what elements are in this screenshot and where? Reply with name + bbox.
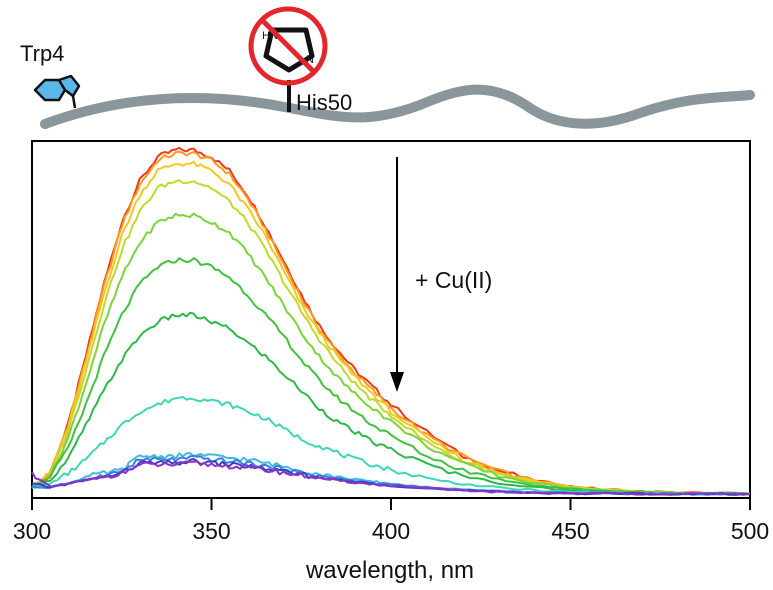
spectrum-series-4 <box>31 179 751 495</box>
x-tick-label: 350 <box>192 518 230 544</box>
spectrum-series-1 <box>31 146 751 495</box>
prohibited-icon <box>248 6 328 86</box>
trp4-label: Trp4 <box>20 41 64 66</box>
x-tick-label: 300 <box>13 518 51 544</box>
x-axis-title: wavelength, nm <box>305 557 474 584</box>
spectrum-series-2 <box>31 150 751 496</box>
spectrum-series-12 <box>31 460 751 496</box>
indole-icon <box>33 74 81 109</box>
cu-annotation: + Cu(II) <box>415 267 492 293</box>
protein-backbone <box>40 84 755 129</box>
x-tick-label: 400 <box>372 518 410 544</box>
plot-frame <box>31 140 751 499</box>
x-tick-label: 500 <box>731 518 769 544</box>
x-axis: 300 350 400 450 500 <box>13 498 769 544</box>
spectrum-series-6 <box>31 257 751 496</box>
spectrum-series-7 <box>31 311 751 496</box>
spectrum-series-5 <box>31 212 751 495</box>
his50-label: His50 <box>296 90 352 115</box>
x-tick-label: 450 <box>551 518 589 544</box>
svg-text:N: N <box>306 54 314 66</box>
decrease-arrow <box>390 157 404 392</box>
spectra-series <box>31 146 751 496</box>
